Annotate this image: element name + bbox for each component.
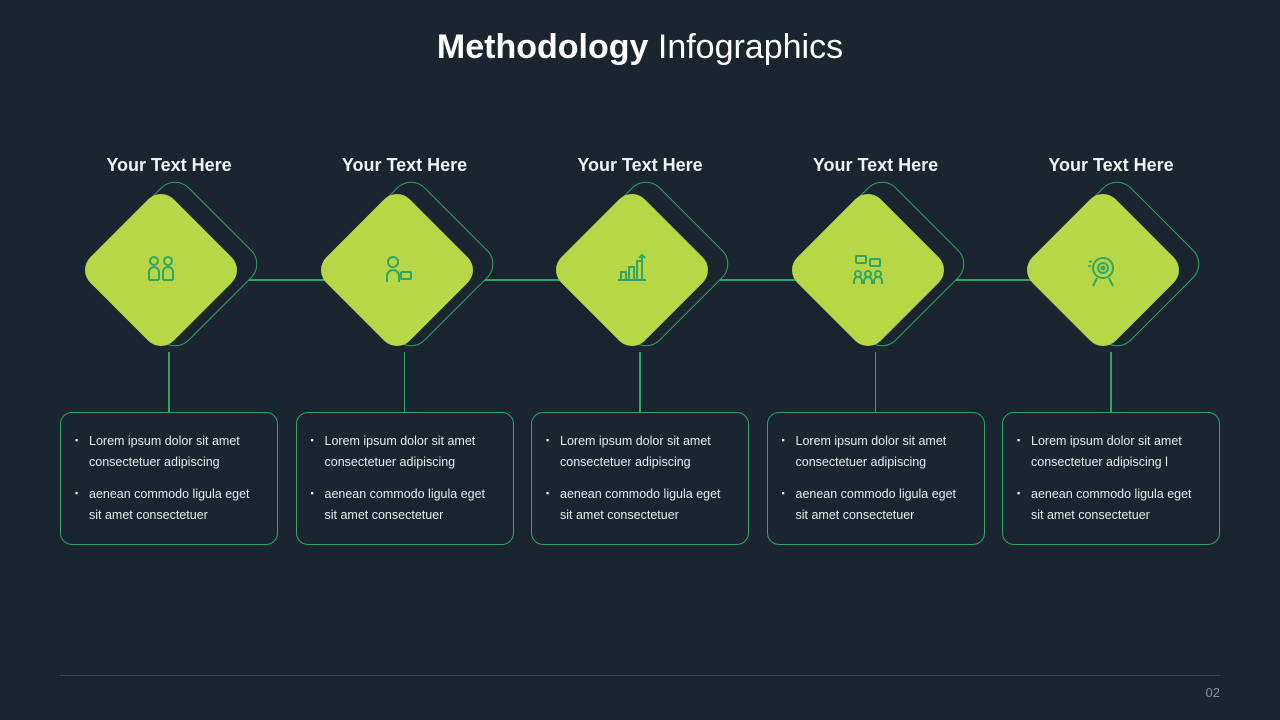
step-2: Your Text Here Lorem ipsum dolor sit ame… bbox=[296, 155, 514, 545]
connector-vertical bbox=[639, 352, 641, 412]
footer-divider bbox=[60, 675, 1220, 676]
step-title: Your Text Here bbox=[106, 155, 231, 176]
connector-vertical bbox=[1110, 352, 1112, 412]
diamond-fill bbox=[78, 187, 245, 354]
diamond-fill bbox=[313, 187, 480, 354]
target-icon bbox=[1083, 250, 1123, 290]
bullet: aenean commodo ligula eget sit amet cons… bbox=[311, 484, 499, 527]
title-light: Infographics bbox=[648, 28, 843, 66]
person-card-icon bbox=[377, 250, 417, 290]
step-textbox: Lorem ipsum dolor sit amet consectetuer … bbox=[1002, 412, 1220, 545]
step-5: Your Text Here Lorem ipsum dolor sit ame… bbox=[1002, 155, 1220, 545]
diamond-fill bbox=[784, 187, 951, 354]
step-title: Your Text Here bbox=[813, 155, 938, 176]
step-4: Your Text Here Lorem ipsum dolor sit ame… bbox=[767, 155, 985, 545]
step-3: Your Text Here Lorem ipsum dolor sit ame… bbox=[531, 155, 749, 545]
bullet: aenean commodo ligula eget sit amet cons… bbox=[75, 484, 263, 527]
diamond-fill bbox=[549, 187, 716, 354]
step-title: Your Text Here bbox=[342, 155, 467, 176]
title-bold: Methodology bbox=[437, 28, 649, 66]
diamond-node bbox=[1047, 206, 1175, 334]
bullet: Lorem ipsum dolor sit amet consectetuer … bbox=[75, 431, 263, 474]
step-textbox: Lorem ipsum dolor sit amet consectetuer … bbox=[531, 412, 749, 545]
bullet: Lorem ipsum dolor sit amet consectetuer … bbox=[782, 431, 970, 474]
step-1: Your Text Here Lorem ipsum dolor sit ame… bbox=[60, 155, 278, 545]
bar-chart-icon bbox=[612, 250, 652, 290]
bullet: Lorem ipsum dolor sit amet consectetuer … bbox=[546, 431, 734, 474]
diamond-node bbox=[105, 206, 233, 334]
bullet: aenean commodo ligula eget sit amet cons… bbox=[546, 484, 734, 527]
page-number: 02 bbox=[1206, 685, 1220, 700]
connector-vertical bbox=[404, 352, 406, 412]
bullet: Lorem ipsum dolor sit amet consectetuer … bbox=[311, 431, 499, 474]
step-textbox: Lorem ipsum dolor sit amet consectetuer … bbox=[767, 412, 985, 545]
step-title: Your Text Here bbox=[577, 155, 702, 176]
diamond-node bbox=[576, 206, 704, 334]
diamond-node bbox=[341, 206, 469, 334]
step-textbox: Lorem ipsum dolor sit amet consectetuer … bbox=[296, 412, 514, 545]
bullet: aenean commodo ligula eget sit amet cons… bbox=[782, 484, 970, 527]
diamond-fill bbox=[1020, 187, 1187, 354]
slide-title: Methodology Infographics bbox=[0, 0, 1280, 67]
team-chat-icon bbox=[848, 250, 888, 290]
connector-vertical bbox=[168, 352, 170, 412]
diamond-node bbox=[812, 206, 940, 334]
step-textbox: Lorem ipsum dolor sit amet consectetuer … bbox=[60, 412, 278, 545]
connector-vertical bbox=[875, 352, 877, 412]
step-title: Your Text Here bbox=[1048, 155, 1173, 176]
bullet: Lorem ipsum dolor sit amet consectetuer … bbox=[1017, 431, 1205, 474]
people-icon bbox=[141, 250, 181, 290]
steps-row: Your Text Here Lorem ipsum dolor sit ame… bbox=[0, 155, 1280, 545]
bullet: aenean commodo ligula eget sit amet cons… bbox=[1017, 484, 1205, 527]
